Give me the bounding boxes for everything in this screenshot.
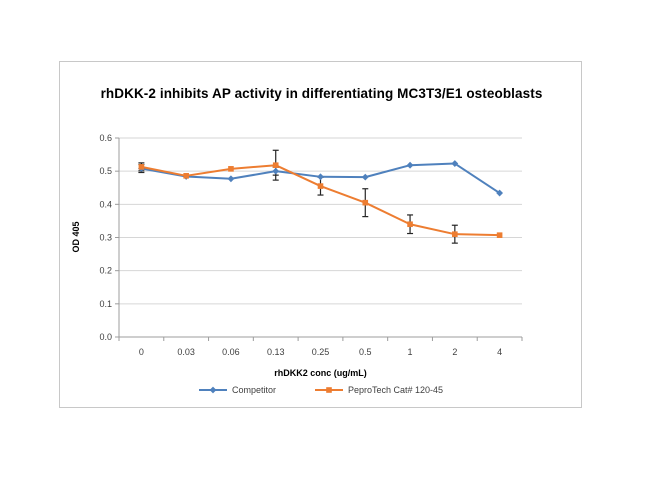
x-tick-label: 0.13 [267, 347, 285, 357]
square-marker [452, 231, 458, 237]
square-marker [317, 183, 324, 189]
square-marker-icon [326, 387, 332, 393]
square-marker [138, 164, 145, 170]
x-tick-label: 2 [452, 347, 457, 357]
square-marker [272, 162, 279, 168]
chart-title: rhDKK-2 inhibits AP activity in differen… [100, 86, 543, 101]
square-marker [407, 221, 413, 228]
y-tick-label: 0.5 [99, 166, 112, 176]
legend: Competitor PeproTech Cat# 120-45 [60, 385, 581, 395]
y-tick-label: 0.1 [99, 299, 112, 309]
square-marker [496, 232, 503, 238]
diamond-marker [272, 167, 280, 175]
x-axis-title: rhDKK2 conc (ug/mL) [274, 368, 367, 378]
y-tick-label: 0.0 [99, 332, 112, 342]
y-tick-label: 0.4 [99, 199, 112, 209]
legend-item-competitor: Competitor [198, 385, 276, 395]
x-tick-label: 0 [139, 347, 144, 357]
square-marker [228, 166, 234, 172]
diamond-marker [361, 173, 369, 181]
square-marker [362, 199, 369, 206]
y-tick-label: 0.3 [99, 233, 112, 243]
x-tick-label: 0.25 [312, 347, 330, 357]
x-tick-label: 0.5 [359, 347, 372, 357]
diamond-marker [227, 175, 235, 183]
x-tick-label: 1 [408, 347, 413, 357]
legend-line-square-icon [314, 387, 343, 393]
x-tick-label: 0.03 [177, 347, 195, 357]
legend-label-peprotech: PeproTech Cat# 120-45 [347, 385, 444, 395]
diamond-marker [406, 161, 414, 169]
diamond-marker [496, 189, 504, 197]
legend-line-diamond-icon [198, 386, 227, 394]
diamond-marker [317, 173, 324, 181]
x-tick-label: 0.06 [222, 347, 240, 357]
plot-area: 0.0 0.1 0.2 0.3 0.4 0.5 0.6 0 0.03 0.06 0.13 0.25 0.… [99, 133, 523, 357]
chart-frame: rhDKK-2 inhibits AP activity in differen… [59, 61, 582, 408]
square-marker [183, 173, 189, 179]
y-tick-label: 0.2 [99, 266, 112, 276]
diamond-marker [451, 160, 459, 167]
diamond-marker-icon [209, 386, 217, 394]
legend-item-peprotech: PeproTech Cat# 120-45 [314, 385, 443, 395]
y-tick-label: 0.6 [99, 133, 112, 143]
legend-label-competitor: Competitor [231, 385, 276, 395]
x-tick-label: 4 [497, 347, 502, 357]
